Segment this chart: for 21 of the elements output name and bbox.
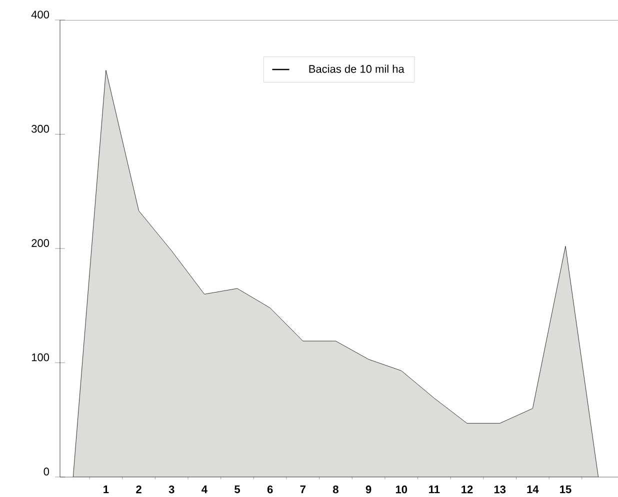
x-tick-label: 14 [527, 486, 539, 494]
x-tick-label: 3 [168, 486, 174, 494]
x-tick-label: 7 [300, 486, 306, 494]
x-tick-label: 4 [202, 486, 208, 494]
y-tick-label: 300 [32, 124, 50, 133]
x-tick-label: 2 [136, 486, 142, 494]
x-tick-label: 11 [429, 486, 440, 494]
x-tick-label: 13 [494, 486, 506, 494]
y-tick-label: 0 [44, 468, 50, 476]
y-tick-label: 100 [32, 353, 50, 362]
x-tick-label: 9 [366, 486, 372, 494]
legend-label: Bacias de 10 mil ha [309, 64, 404, 73]
y-tick-label: 400 [31, 10, 50, 18]
x-tick-label: 12 [462, 486, 473, 494]
y-tick-label: 200 [32, 239, 50, 247]
x-tick-label: 5 [234, 486, 240, 494]
x-tick-label: 1 [104, 486, 109, 494]
x-tick-label: 6 [267, 486, 273, 494]
x-tick-label: 8 [333, 486, 338, 494]
x-tick-label: 10 [396, 486, 408, 494]
x-tick-label: 15 [560, 486, 572, 494]
